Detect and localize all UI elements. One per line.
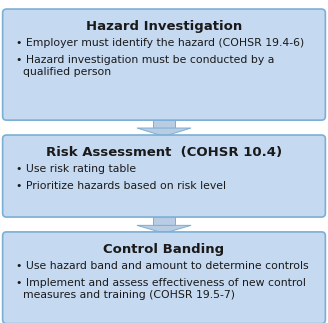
Polygon shape — [153, 216, 175, 225]
FancyBboxPatch shape — [3, 135, 325, 217]
Text: • Implement and assess effectiveness of new control
  measures and training (COH: • Implement and assess effectiveness of … — [16, 278, 306, 300]
Text: Control Banding: Control Banding — [103, 243, 225, 256]
Polygon shape — [153, 118, 175, 128]
Text: • Employer must identify the hazard (COHSR 19.4-6): • Employer must identify the hazard (COH… — [16, 38, 305, 48]
Text: Risk Assessment  (COHSR 10.4): Risk Assessment (COHSR 10.4) — [46, 146, 282, 159]
Text: • Prioritize hazards based on risk level: • Prioritize hazards based on risk level — [16, 181, 226, 191]
Polygon shape — [137, 225, 191, 233]
Polygon shape — [137, 128, 191, 136]
FancyBboxPatch shape — [3, 9, 325, 120]
Text: Hazard Investigation: Hazard Investigation — [86, 20, 242, 33]
Text: • Use hazard band and amount to determine controls: • Use hazard band and amount to determin… — [16, 261, 309, 271]
Text: • Hazard investigation must be conducted by a
  qualified person: • Hazard investigation must be conducted… — [16, 55, 275, 77]
FancyBboxPatch shape — [3, 232, 325, 323]
Text: • Use risk rating table: • Use risk rating table — [16, 164, 136, 174]
